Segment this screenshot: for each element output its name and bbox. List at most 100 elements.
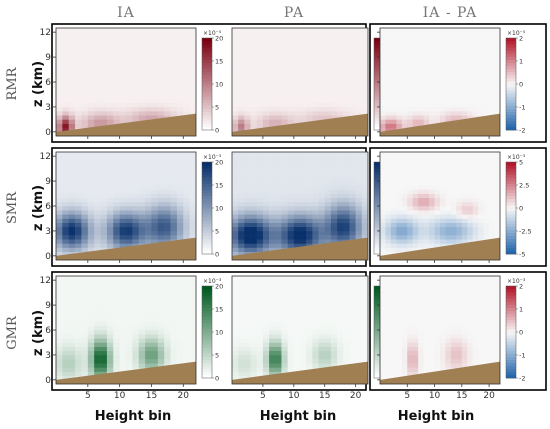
heatmap-cell [312, 197, 319, 203]
heatmap-cell [343, 206, 350, 211]
heatmap-cell [132, 321, 140, 327]
heatmap-cell [170, 164, 178, 169]
heatmap-cell [429, 36, 435, 41]
heatmap-cell [385, 115, 392, 120]
heatmap-cell [407, 52, 414, 58]
heatmap-cell [151, 98, 159, 104]
heatmap-cell [68, 32, 76, 37]
heatmap-cell [461, 36, 468, 41]
heatmap-cell [281, 69, 288, 74]
heatmap-cell [269, 176, 276, 182]
heatmap-cell [380, 28, 386, 33]
heatmap-cell [472, 73, 479, 79]
heatmap-cell [100, 222, 108, 228]
heatmap-cell [429, 168, 435, 174]
heatmap-cell [361, 28, 369, 33]
x-tick-label: 15 [146, 391, 157, 401]
heatmap-cell [56, 94, 63, 99]
heatmap-cell [68, 313, 76, 318]
heatmap-cell [189, 330, 197, 335]
heatmap-cell [62, 222, 70, 228]
heatmap-cell [119, 201, 127, 207]
heatmap-cell [262, 36, 270, 41]
heatmap-cell [244, 32, 251, 37]
heatmap-cell [126, 367, 133, 372]
heatmap-cell [489, 201, 495, 207]
heatmap-cell [456, 218, 463, 223]
heatmap-cell [330, 338, 338, 343]
heatmap-cell [440, 69, 446, 74]
heatmap-cell [337, 201, 344, 207]
heatmap-cell [138, 189, 146, 194]
colorbar-swatch [202, 47, 212, 51]
heatmap-cell [94, 342, 101, 347]
heatmap-cell [330, 201, 338, 207]
heatmap-cell [145, 210, 152, 215]
heatmap-cell [100, 44, 108, 50]
heatmap-cell [483, 176, 490, 182]
heatmap-cell [275, 230, 282, 236]
colorbar-swatch [374, 235, 384, 240]
heatmap-cell [281, 300, 288, 306]
heatmap-cell [385, 82, 392, 87]
heatmap-cell [483, 185, 490, 190]
heatmap-cell [126, 226, 133, 232]
heatmap-cell [87, 90, 95, 95]
heatmap-cell [87, 181, 95, 186]
heatmap-cell [145, 222, 152, 228]
heatmap-cell [355, 176, 363, 182]
heatmap-cell [343, 69, 350, 74]
heatmap-cell [456, 230, 463, 236]
heatmap-cell [281, 164, 288, 169]
heatmap-cell [355, 235, 363, 240]
heatmap-cell [62, 40, 70, 45]
heatmap-cell [189, 325, 197, 331]
heatmap-cell [324, 61, 332, 66]
heatmap-cell [355, 309, 363, 314]
heatmap-cell [56, 201, 63, 207]
heatmap-cell [418, 164, 424, 169]
heatmap-cell [250, 48, 258, 54]
heatmap-cell [330, 28, 338, 33]
heatmap-cell [445, 156, 452, 161]
heatmap-cell [324, 65, 332, 70]
heatmap-cell [390, 156, 397, 161]
heatmap-cell [151, 300, 159, 306]
heatmap-cell [293, 309, 301, 314]
heatmap-cell [126, 325, 133, 331]
heatmap-cell [232, 321, 239, 327]
heatmap-cell [489, 210, 495, 215]
heatmap-cell [401, 185, 408, 190]
heatmap-cell [183, 197, 190, 203]
heatmap-cell [269, 317, 276, 322]
heatmap-cell [81, 189, 89, 194]
heatmap-cell [87, 305, 95, 310]
heatmap-cell [407, 69, 414, 74]
colorbar-swatch [202, 226, 212, 230]
heatmap-cell [440, 77, 446, 83]
heatmap-cell [157, 115, 165, 120]
colorbar-swatch [506, 96, 516, 100]
heatmap-cell [312, 284, 319, 289]
heatmap-cell [176, 342, 184, 347]
heatmap-cell [151, 61, 159, 66]
heatmap-cell [293, 218, 301, 223]
heatmap-cell [300, 330, 307, 335]
heatmap-cell [275, 176, 282, 182]
heatmap-cell [337, 321, 344, 327]
heatmap-cell [418, 226, 424, 232]
heatmap-cell [75, 160, 82, 165]
heatmap-cell [275, 296, 282, 302]
heatmap-cell [423, 218, 430, 223]
heatmap-cell [106, 197, 114, 203]
heatmap-cell [355, 222, 363, 228]
heatmap-cell [56, 325, 63, 331]
heatmap-cell [434, 111, 441, 116]
heatmap-cell [157, 313, 165, 318]
heatmap-cell [151, 325, 159, 331]
heatmap-cell [472, 201, 479, 207]
heatmap-cell [337, 350, 344, 356]
heatmap-cell [306, 185, 313, 190]
colorbar-swatch [202, 322, 212, 327]
heatmap-cell [232, 61, 239, 66]
